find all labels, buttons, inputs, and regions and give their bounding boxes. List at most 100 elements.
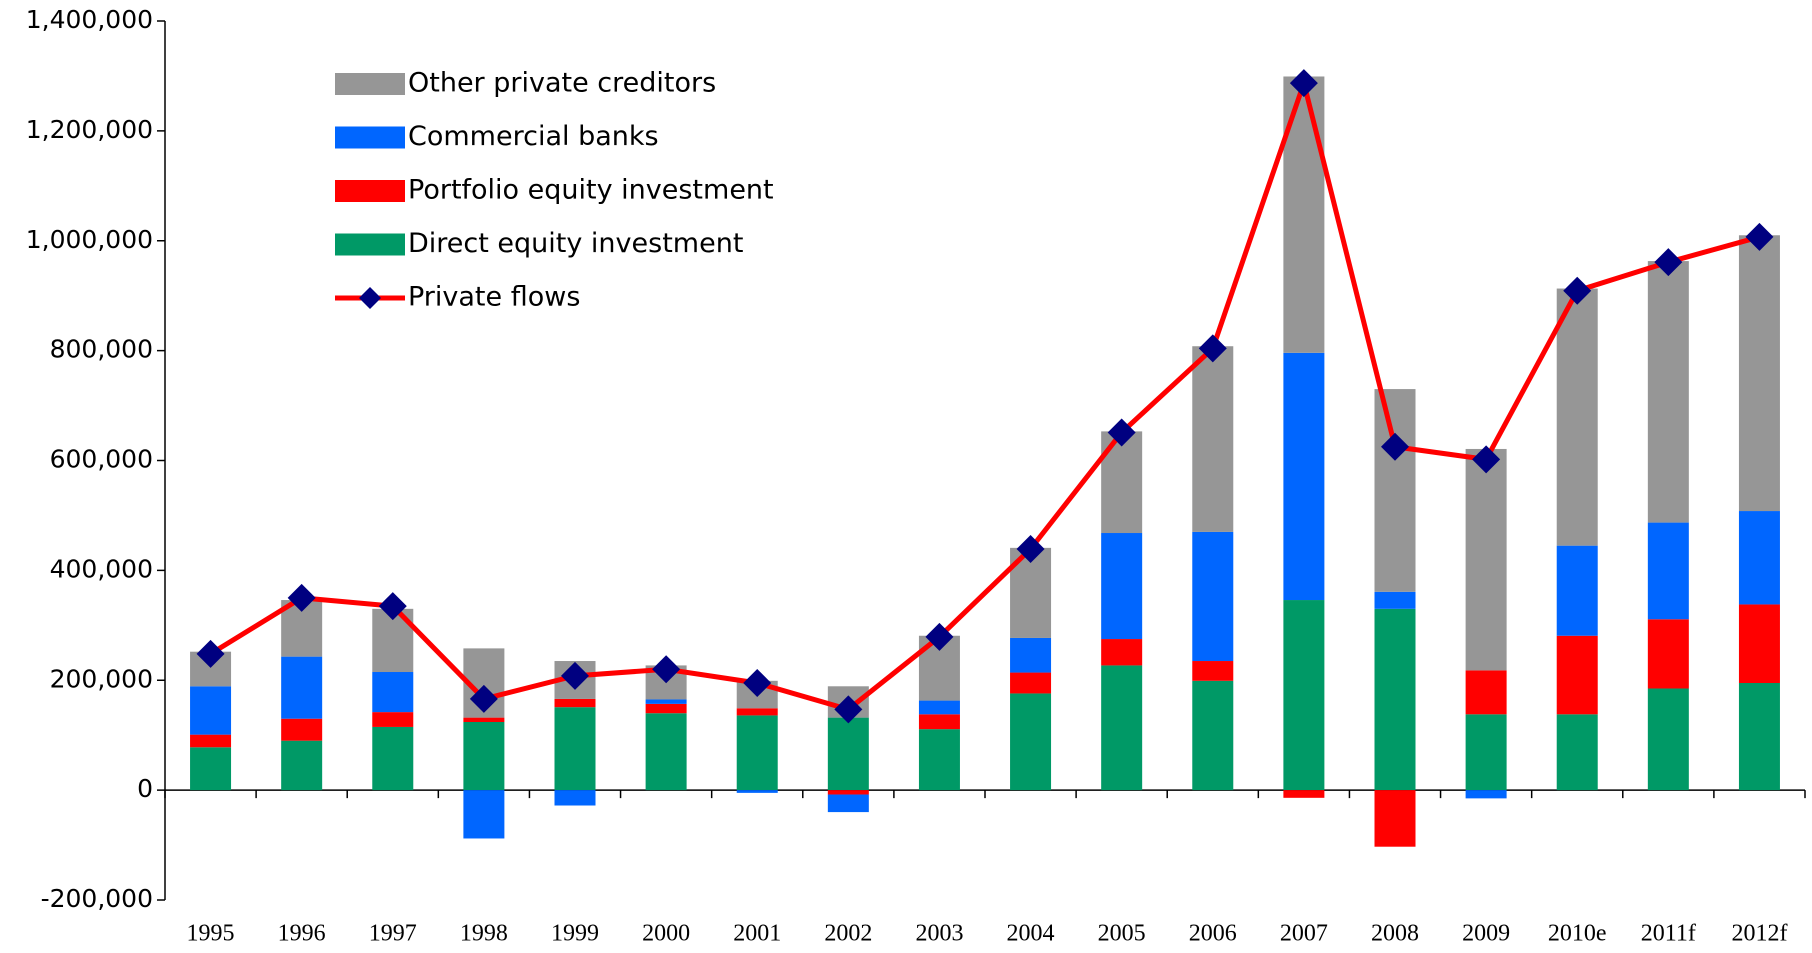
bar-segment	[827, 794, 869, 813]
bar-segment	[1647, 522, 1689, 620]
legend-label: Private flows	[408, 282, 580, 313]
y-tick-label: 1,200,000	[26, 115, 153, 144]
bar-segment	[736, 708, 778, 716]
x-tick-label: 1997	[369, 921, 417, 947]
bar-segment	[281, 656, 323, 719]
x-tick-label: 2003	[915, 921, 963, 947]
y-tick-label: 200,000	[50, 664, 153, 693]
bar-segment	[1465, 448, 1507, 671]
bar-segment	[1647, 261, 1689, 523]
x-tick-label: 1996	[278, 921, 326, 947]
bar-segment	[1010, 693, 1052, 791]
y-tick-label: 1,400,000	[26, 5, 153, 34]
bar-segment	[1556, 635, 1598, 715]
x-tick-label: 2005	[1098, 921, 1146, 947]
x-tick-label: 2006	[1189, 921, 1237, 947]
legend-swatch	[335, 233, 405, 256]
line-marker	[1563, 276, 1592, 305]
legend-label: Direct equity investment	[408, 228, 743, 259]
line-marker	[469, 684, 498, 713]
line-marker	[1107, 418, 1136, 447]
bar-segment	[554, 790, 596, 806]
x-tick-label: 2002	[824, 921, 872, 947]
bar-segment	[645, 699, 687, 704]
bar-segment	[1556, 714, 1598, 791]
bar-segment	[372, 712, 414, 727]
bar-segment	[372, 672, 414, 713]
bar-segment	[1556, 545, 1598, 636]
line-marker	[1472, 445, 1501, 474]
line-marker	[743, 668, 772, 697]
bar-segment	[1010, 672, 1052, 694]
line-marker	[652, 655, 681, 684]
bar-segment	[1738, 682, 1780, 791]
bar-segment	[1101, 431, 1143, 534]
bar-segment	[1101, 639, 1143, 666]
bar-segment	[1374, 608, 1416, 791]
x-tick-label: 1999	[551, 921, 599, 947]
line-marker	[1016, 534, 1045, 563]
y-tick-label: 800,000	[50, 335, 153, 364]
bar-segment	[1192, 531, 1234, 662]
line-marker	[834, 695, 863, 724]
y-tick-label: 0	[137, 774, 153, 803]
x-tick-label: 2000	[642, 921, 690, 947]
x-tick-label: 2012f	[1731, 921, 1787, 947]
bar-segment	[1283, 600, 1325, 791]
bar-segment	[463, 790, 505, 839]
legend-label: Portfolio equity investment	[408, 175, 774, 206]
bar-segment	[1738, 511, 1780, 605]
bar-segment	[281, 718, 323, 741]
bar-segment	[1101, 533, 1143, 640]
bar-segment	[645, 713, 687, 791]
bar-segment	[1374, 790, 1416, 847]
line-marker	[1289, 69, 1318, 98]
legend-swatch	[335, 73, 405, 95]
bar-segment	[736, 715, 778, 791]
bar-segment	[190, 686, 232, 735]
y-tick-label: 1,000,000	[26, 225, 153, 254]
bar-segment	[1647, 688, 1689, 791]
bar-segment	[1101, 665, 1143, 791]
line-marker	[1745, 222, 1774, 251]
legend-marker	[359, 287, 381, 309]
bar-segment	[1283, 352, 1325, 601]
line-marker	[287, 583, 316, 612]
bar-segment	[1647, 619, 1689, 689]
line-marker	[1381, 432, 1409, 461]
bar-segment	[463, 717, 505, 723]
y-tick-label: -200,000	[41, 884, 153, 913]
x-tick-label: 2011f	[1641, 921, 1696, 947]
x-tick-label: 2004	[1007, 921, 1055, 947]
bar-segment	[1374, 389, 1416, 592]
bar-segment	[1738, 235, 1780, 512]
bar-segment	[190, 734, 232, 748]
bar-segment	[918, 714, 960, 730]
x-tick-label: 2009	[1462, 921, 1510, 947]
bar-segment	[372, 726, 414, 791]
legend-label: Other private creditors	[408, 68, 716, 99]
bar-segment	[1010, 637, 1052, 673]
line-marker	[1654, 248, 1683, 277]
y-tick-label: 400,000	[50, 554, 153, 583]
bar-segment	[190, 747, 232, 791]
bar-segment	[281, 740, 323, 791]
bar-segment	[1192, 680, 1234, 791]
bar-segment	[554, 707, 596, 791]
line-marker	[925, 622, 954, 651]
bar-segment	[1465, 670, 1507, 715]
line-marker	[561, 661, 589, 690]
bar-segment	[1556, 288, 1598, 546]
bar-segment	[918, 729, 960, 791]
line-marker	[378, 592, 407, 621]
bar-segment	[1465, 790, 1507, 799]
bar-segment	[736, 790, 778, 793]
legend-swatch	[335, 126, 405, 149]
bar-segment	[1192, 346, 1234, 532]
x-tick-label: 1995	[187, 921, 235, 947]
bar-segment	[827, 790, 869, 795]
bar-segment	[827, 717, 869, 791]
x-tick-label: 2008	[1371, 921, 1419, 947]
bar-segment	[1374, 591, 1416, 609]
